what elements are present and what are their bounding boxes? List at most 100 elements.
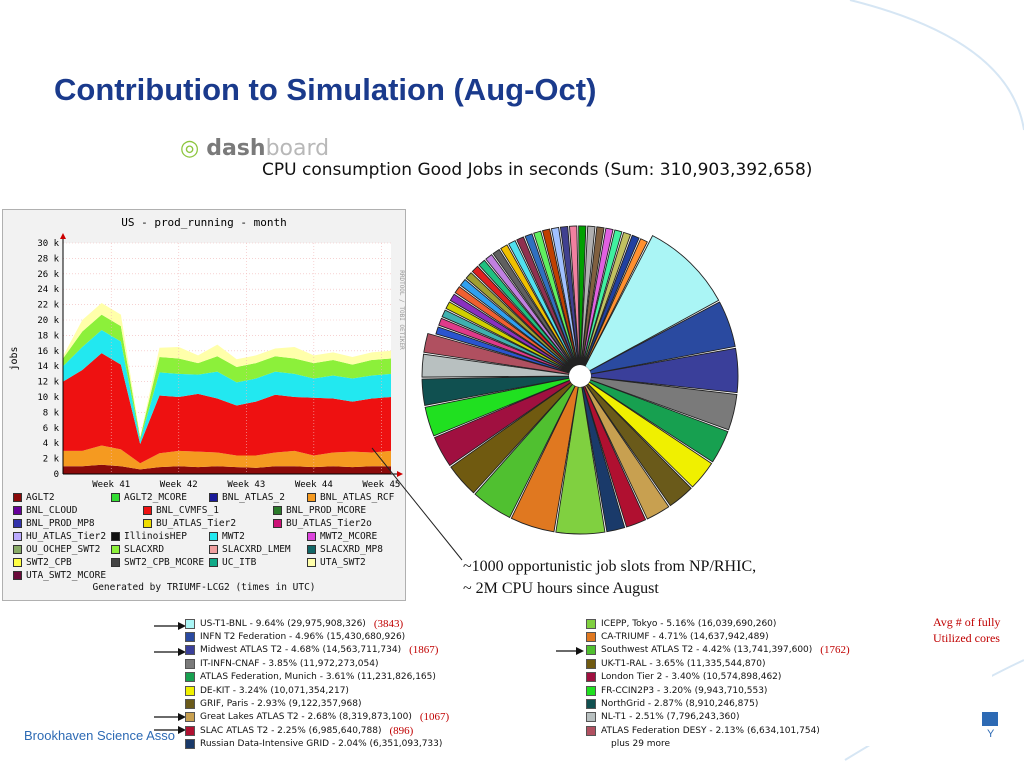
pie-slice xyxy=(569,225,581,366)
area-series-mwt2 xyxy=(63,330,391,444)
pie-legend-item: ICEPP, Tokyo - 5.16% (16,039,690,260) xyxy=(586,617,850,630)
legend-swatch xyxy=(307,493,316,502)
pie-slice xyxy=(459,278,573,370)
legend-swatch xyxy=(13,493,22,502)
y-tick-label: 18 k xyxy=(37,331,59,341)
legend-item: BNL_PROD_MCORE xyxy=(273,504,403,517)
legend-label: BNL_PROD_MP8 xyxy=(26,518,95,529)
pie-slice xyxy=(478,259,574,369)
area-chart-note: Generated by TRIUMF-LCG2 (times in UTC) xyxy=(92,582,316,593)
pie-legend-swatch xyxy=(185,739,195,750)
y-tick-label: 8 k xyxy=(43,408,60,418)
pie-slice xyxy=(584,384,670,520)
pie-legend-left-column: US-T1-BNL - 9.64% (29,975,908,326) (3843)… xyxy=(185,617,449,751)
pie-legend-item: ATLAS Federation, Munich - 3.61% (11,231… xyxy=(185,671,449,684)
legend-swatch xyxy=(13,571,22,580)
legend-label: SLACXRD_MP8 xyxy=(320,544,383,555)
pie-legend-label: ATLAS Federation, Munich - 3.61% (11,231… xyxy=(200,672,436,683)
pie-legend-swatch xyxy=(185,672,195,683)
pie-legend-swatch xyxy=(586,712,596,723)
pie-legend-label: US-T1-BNL - 9.64% (29,975,908,326) xyxy=(200,618,366,629)
legend-item: BU_ATLAS_Tier2 xyxy=(143,517,273,530)
area-series-bnl_cvmfs_1 xyxy=(63,353,391,464)
y-tick-label: 12 k xyxy=(37,378,59,388)
y-tick-label: 30 k xyxy=(37,239,59,249)
area-series-uta_swt2 xyxy=(63,303,391,438)
legend-label: BNL_ATLAS_2 xyxy=(222,492,285,503)
pie-legend-right-column: ICEPP, Tokyo - 5.16% (16,039,690,260) CA-… xyxy=(586,617,850,751)
pie-slice xyxy=(524,233,578,367)
pie-legend-item: SLAC ATLAS T2 - 2.25% (6,985,640,788) (89… xyxy=(185,724,449,737)
y-tick-label: 28 k xyxy=(37,254,59,264)
legend-label: BNL_CVMFS_1 xyxy=(156,505,219,516)
legend-row: SWT2_CPB SWT2_CPB_MCORE UC_ITB UTA_SWT2 xyxy=(13,556,405,569)
core-count-note: (1867) xyxy=(409,644,439,657)
legend-swatch xyxy=(13,506,22,515)
footer-text: Brookhaven Science Asso xyxy=(24,728,176,743)
y-tick-label: 16 k xyxy=(37,347,59,357)
pie-legend-item: Midwest ATLAS T2 - 4.68% (14,563,711,734… xyxy=(185,644,449,657)
legend-label: IllinoisHEP xyxy=(124,531,187,542)
pie-slice xyxy=(582,385,647,528)
legend-item: SLACXRD_LMEM xyxy=(209,543,307,556)
legend-label: BNL_ATLAS_RCF xyxy=(320,492,395,503)
legend-label: HU_ATLAS_Tier2 xyxy=(26,531,107,542)
pie-slice xyxy=(441,309,571,373)
pie-slice xyxy=(583,238,648,367)
core-count-note: (1067) xyxy=(419,711,450,724)
legend-label: BNL_CLOUD xyxy=(26,505,78,516)
pie-slice xyxy=(590,347,739,394)
y-tick-label: 14 k xyxy=(37,362,59,372)
legend-label: SWT2_CPB_MCORE xyxy=(124,557,205,568)
pie-legend-swatch xyxy=(185,685,195,696)
pie-legend-swatch xyxy=(586,632,596,643)
pie-legend-item: IT-INFN-CNAF - 3.85% (11,972,273,054) xyxy=(185,657,449,670)
pie-slice xyxy=(584,235,720,372)
legend-item: SLACXRD_MP8 xyxy=(307,543,405,556)
pie-legend-label: ICEPP, Tokyo - 5.16% (16,039,690,260) xyxy=(601,618,777,629)
pie-slice xyxy=(582,231,632,367)
legend-swatch xyxy=(209,493,218,502)
x-tick-label: Week 42 xyxy=(160,480,198,490)
pie-slice xyxy=(454,286,572,371)
pie-slice xyxy=(578,225,587,366)
legend-item: BNL_PROD_MP8 xyxy=(13,517,143,530)
legend-item: BNL_ATLAS_2 xyxy=(209,491,307,504)
y-tick-label: 26 k xyxy=(37,270,59,280)
legend-label: SWT2_CPB xyxy=(26,557,72,568)
legend-swatch xyxy=(13,532,22,541)
legend-swatch xyxy=(209,558,218,567)
legend-item: AGLT2_MCORE xyxy=(111,491,209,504)
area-chart-legend: AGLT2 AGLT2_MCORE BNL_ATLAS_2 BNL_ATLAS_RCF… xyxy=(13,491,405,582)
legend-swatch xyxy=(111,545,120,554)
y-tick-label: 24 k xyxy=(37,285,59,295)
pie-slice xyxy=(421,353,570,378)
pie-slice xyxy=(587,381,713,488)
bnl-logo-icon xyxy=(982,712,998,726)
pie-legend-swatch xyxy=(185,658,195,669)
legend-item: MWT2_MCORE xyxy=(307,530,405,543)
pie-legend-swatch xyxy=(185,699,195,710)
pie-legend-swatch xyxy=(586,658,596,669)
x-tick-label: Week 41 xyxy=(92,480,130,490)
slide-title: Contribution to Simulation (Aug-Oct) xyxy=(54,72,597,107)
pie-legend-swatch xyxy=(185,712,195,723)
pie-slice xyxy=(580,226,605,366)
pie-legend-item: CA-TRIUMF - 4.71% (14,637,942,489) xyxy=(586,630,850,643)
pie-slice xyxy=(589,376,738,431)
pie-legend-label: GRIF, Paris - 2.93% (9,122,357,968) xyxy=(200,699,362,710)
legend-item: OU_OCHEP_SWT2 xyxy=(13,543,111,556)
legend-item: UTA_SWT2_MCORE xyxy=(13,569,111,582)
pie-legend-item: Great Lakes ATLAS T2 - 2.68% (8,319,873,… xyxy=(185,711,449,724)
pie-legend-label: UK-T1-RAL - 3.65% (11,335,544,870) xyxy=(601,658,766,669)
pie-slice xyxy=(492,248,575,368)
legend-swatch xyxy=(13,558,22,567)
pie-slice xyxy=(449,293,572,372)
x-tick-label: Week 45 xyxy=(362,480,400,490)
pie-slice xyxy=(555,386,606,535)
pie-slice xyxy=(559,225,580,366)
pie-legend-label: London Tier 2 - 3.40% (10,574,898,462) xyxy=(601,672,782,683)
legend-item: AGLT2 xyxy=(13,491,111,504)
legend-label: BNL_PROD_MCORE xyxy=(286,505,367,516)
pie-slice xyxy=(581,386,626,533)
